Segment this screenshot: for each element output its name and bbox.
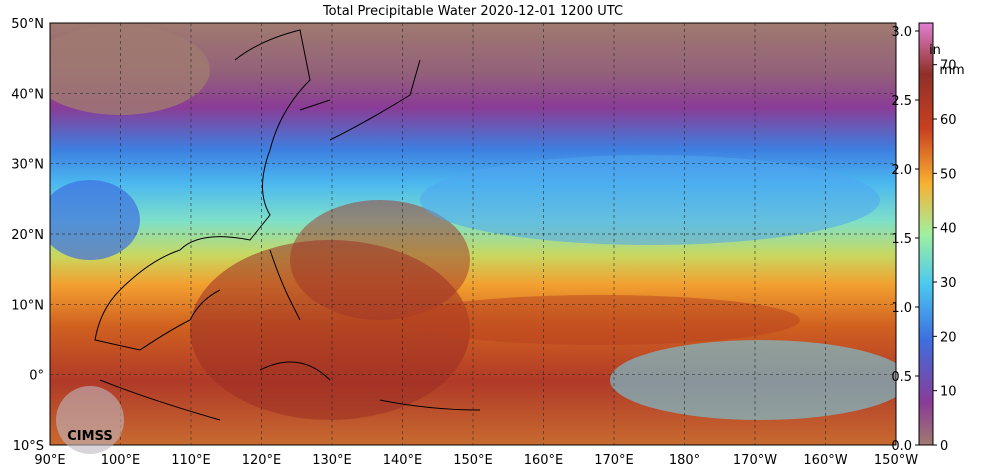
colorbar-in-tick: 1.5 — [891, 232, 912, 247]
colorbar-mm-tick: 40 — [940, 222, 957, 237]
lat-label: 10°N — [11, 298, 44, 313]
lon-label: 170°E — [594, 453, 634, 468]
colorbar-mm-tick: 0 — [940, 439, 948, 454]
lat-label: 20°N — [11, 228, 44, 243]
colorbar-in-tick: 0.0 — [891, 439, 912, 454]
lon-label: 90°E — [34, 453, 65, 468]
lon-label: 150°E — [453, 453, 493, 468]
lon-label: 170°W — [733, 453, 777, 468]
lon-label: 180° — [669, 453, 700, 468]
lon-label: 150°W — [874, 453, 918, 468]
colorbar-in-label: in — [929, 43, 941, 58]
colorbar-in-tick: 0.5 — [891, 370, 912, 385]
graticule — [50, 23, 896, 445]
lon-label: 120°E — [242, 453, 282, 468]
logo: CIMSS — [56, 386, 124, 454]
lon-label: 160°E — [524, 453, 564, 468]
lon-label: 110°E — [171, 453, 211, 468]
colorbar-mm-label: mm — [939, 63, 964, 78]
title: Total Precipitable Water 2020-12-01 1200… — [322, 4, 623, 19]
colorbar — [918, 22, 934, 446]
colorbar-mm-tick: 60 — [940, 113, 957, 128]
lat-label: 10°S — [13, 439, 44, 454]
logo-text: CIMSS — [67, 429, 112, 444]
colorbar-mm-tick: 20 — [940, 330, 957, 345]
colorbar-mm-tick: 70 — [940, 59, 957, 74]
lat-label: 40°N — [11, 87, 44, 102]
lat-label: 50°N — [11, 17, 44, 32]
lon-label: 160°W — [803, 453, 847, 468]
colorbar-in-tick: 2.5 — [891, 94, 912, 109]
lat-label: 30°N — [11, 158, 44, 173]
colorbar-in-tick: 1.0 — [891, 301, 912, 316]
colorbar-mm-tick: 10 — [940, 385, 957, 400]
colorbar-mm-tick: 30 — [940, 276, 957, 291]
lat-label: 0° — [29, 369, 44, 384]
lon-label: 100°E — [101, 453, 141, 468]
lon-label: 130°E — [312, 453, 352, 468]
colorbar-in-tick: 3.0 — [891, 25, 912, 40]
lon-label: 140°E — [383, 453, 423, 468]
colorbar-in-tick: 2.0 — [891, 163, 912, 178]
colorbar-mm-tick: 50 — [940, 167, 957, 182]
